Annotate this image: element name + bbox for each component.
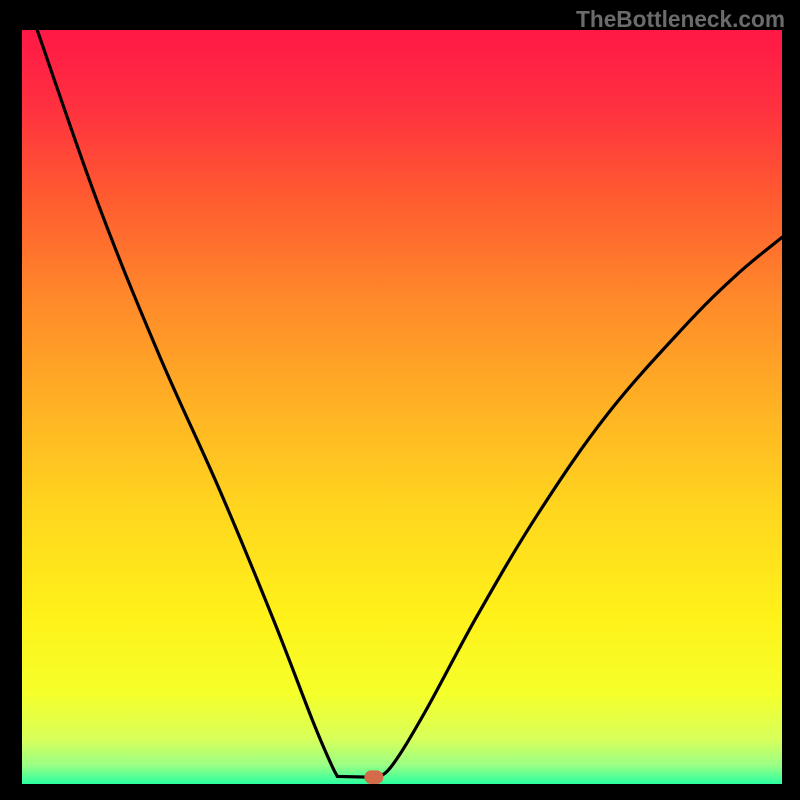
minimum-marker: [364, 770, 383, 784]
stage: TheBottleneck.com: [0, 0, 800, 800]
chart-background: [22, 30, 782, 784]
chart-svg: [22, 30, 782, 784]
watermark-label: TheBottleneck.com: [576, 6, 785, 33]
plot-area: [22, 30, 782, 784]
